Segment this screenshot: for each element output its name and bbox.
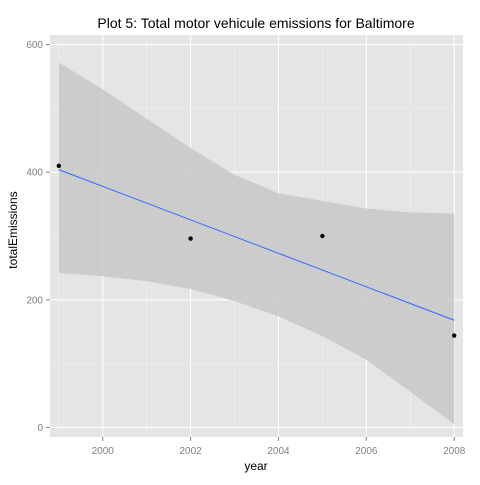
x-tick-label: 2004	[267, 446, 290, 457]
confidence-band	[58, 62, 455, 425]
chart-title: Plot 5: Total motor vehicule emissions f…	[97, 15, 414, 31]
y-tick-label: 400	[26, 168, 43, 179]
data-points	[56, 163, 457, 338]
x-axis-ticks: 2000 2002 2004 2006 2008	[92, 437, 466, 457]
y-tick-label: 600	[26, 40, 43, 51]
x-tick-label: 2008	[443, 446, 466, 457]
y-tick-label: 200	[26, 295, 43, 306]
y-tick-label: 0	[37, 423, 43, 434]
data-point	[56, 163, 61, 169]
data-point	[320, 233, 325, 239]
x-tick-label: 2000	[92, 446, 115, 457]
data-point	[452, 333, 457, 338]
data-point	[188, 236, 193, 241]
y-axis-ticks: 0 200 400 600	[26, 40, 50, 434]
x-tick-label: 2002	[179, 446, 202, 457]
x-axis-label: year	[244, 459, 267, 473]
x-tick-label: 2006	[355, 446, 378, 457]
y-axis-label: totalEmissions	[6, 191, 20, 268]
regression-line	[58, 169, 455, 321]
